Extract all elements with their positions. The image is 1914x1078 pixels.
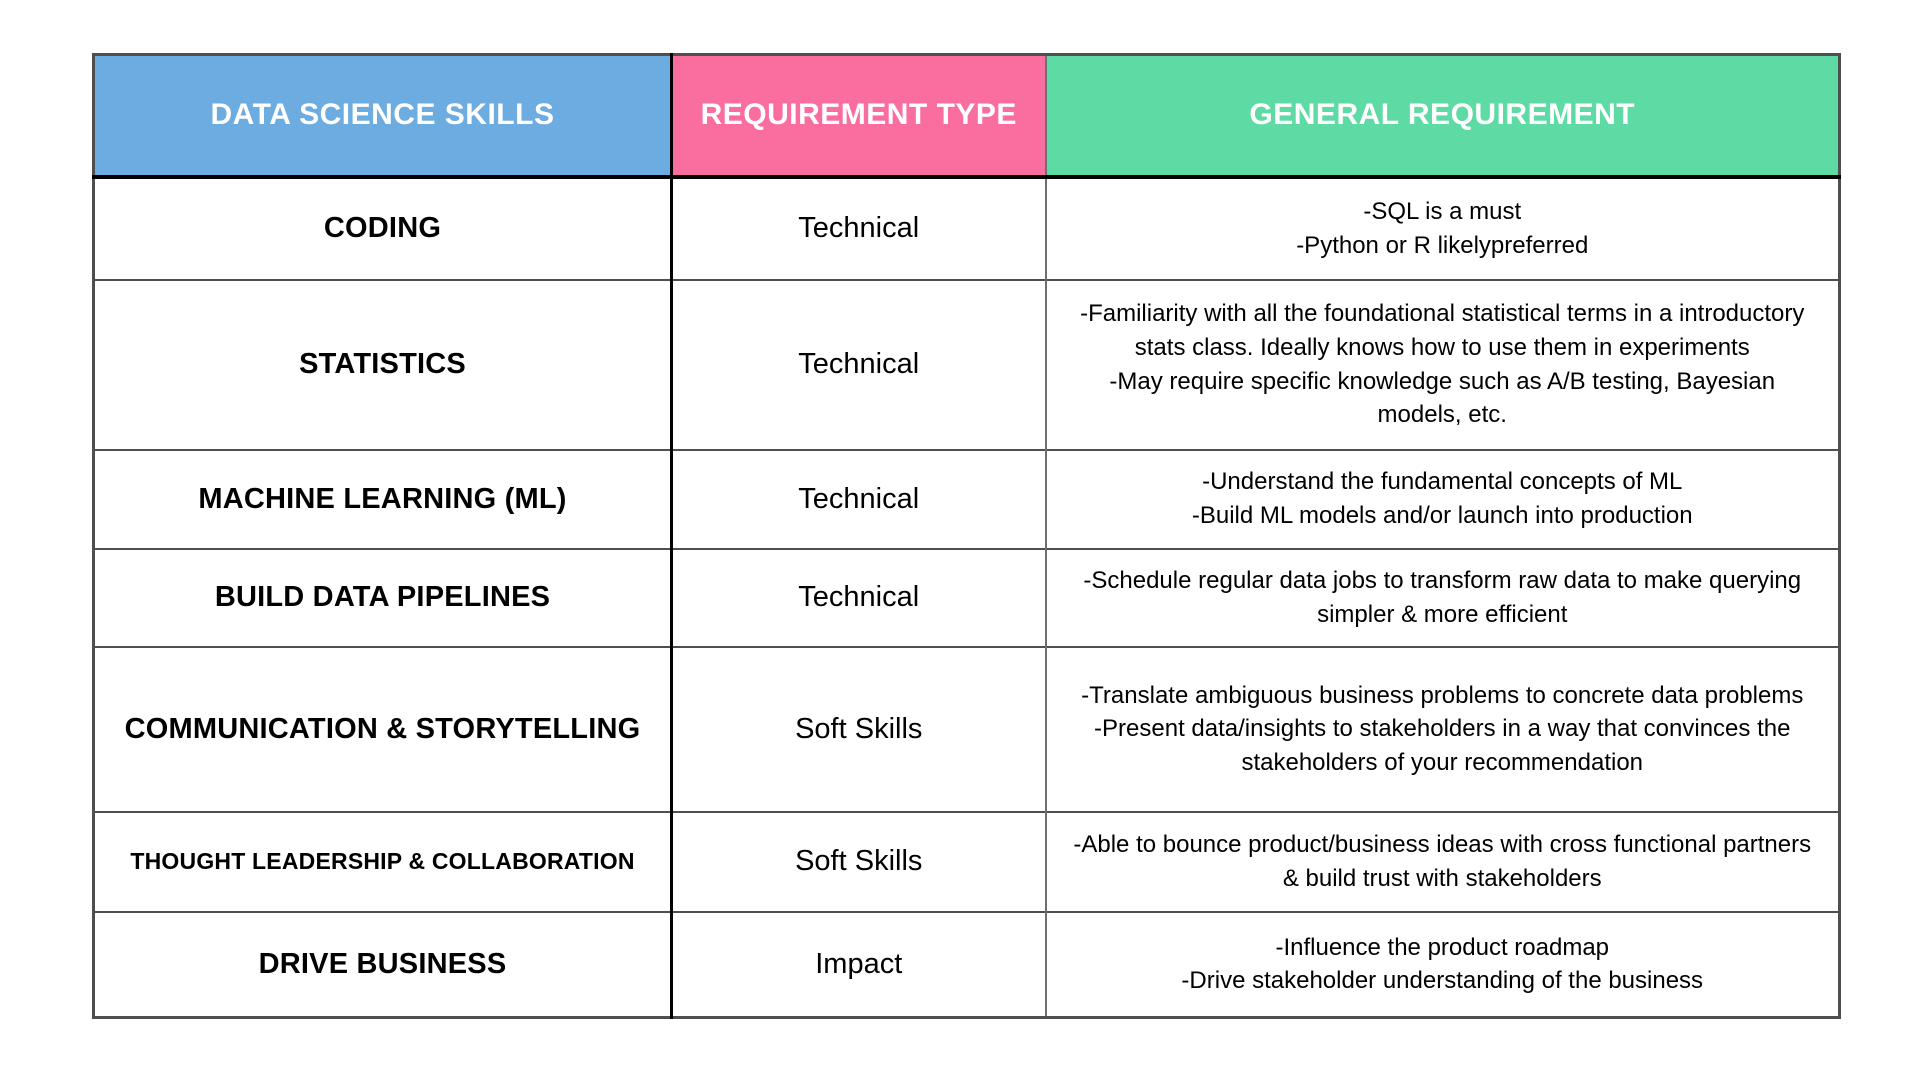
general-requirement-cell: -Understand the fundamental concepts of … [1045,448,1840,549]
requirement-type-cell: Soft Skills [671,810,1047,912]
skill-cell: DRIVE BUSINESS [93,910,673,1018]
requirement-type-cell: Soft Skills [671,645,1047,812]
skill-cell: COMMUNICATION & STORYTELLING [93,645,673,812]
general-requirement-cell: -Schedule regular data jobs to transform… [1045,547,1840,647]
skill-cell: BUILD DATA PIPELINES [93,547,673,647]
table-row-statistics: STATISTICS Technical -Familiarity with a… [93,278,1840,450]
table-row-thought-leadership-collaboration: THOUGHT LEADERSHIP & COLLABORATION Soft … [93,810,1840,912]
general-requirement-cell: -Influence the product roadmap -Drive st… [1045,910,1840,1018]
requirement-type-cell: Impact [671,910,1047,1018]
table-body: CODING Technical -SQL is a must -Python … [93,175,1840,1018]
header-general-requirement: GENERAL REQUIREMENT [1045,54,1840,179]
requirement-type-cell: Technical [671,175,1047,280]
table-row-communication-storytelling: COMMUNICATION & STORYTELLING Soft Skills… [93,645,1840,812]
header-requirement-type: REQUIREMENT TYPE [671,54,1047,179]
general-requirement-cell: -Familiarity with all the foundational s… [1045,278,1840,450]
skill-cell: CODING [93,175,673,280]
table-row-build-data-pipelines: BUILD DATA PIPELINES Technical -Schedule… [93,547,1840,647]
general-requirement-cell: -Translate ambiguous business problems t… [1045,645,1840,812]
general-requirement-cell: -SQL is a must -Python or R likelyprefer… [1045,175,1840,280]
requirement-type-cell: Technical [671,278,1047,450]
table-row-coding: CODING Technical -SQL is a must -Python … [93,175,1840,280]
skills-table: DATA SCIENCE SKILLS REQUIREMENT TYPE GEN… [92,53,1841,1019]
skill-cell: THOUGHT LEADERSHIP & COLLABORATION [93,810,673,912]
skills-table-container: DATA SCIENCE SKILLS REQUIREMENT TYPE GEN… [92,53,1841,1019]
table-row-drive-business: DRIVE BUSINESS Impact -Influence the pro… [93,910,1840,1018]
skill-cell: MACHINE LEARNING (ML) [93,448,673,549]
header-row: DATA SCIENCE SKILLS REQUIREMENT TYPE GEN… [93,54,1840,179]
table-header: DATA SCIENCE SKILLS REQUIREMENT TYPE GEN… [93,54,1840,179]
requirement-type-cell: Technical [671,547,1047,647]
skill-cell: STATISTICS [93,278,673,450]
header-data-science-skills: DATA SCIENCE SKILLS [93,54,673,179]
general-requirement-cell: -Able to bounce product/business ideas w… [1045,810,1840,912]
requirement-type-cell: Technical [671,448,1047,549]
table-row-machine-learning: MACHINE LEARNING (ML) Technical -Underst… [93,448,1840,549]
